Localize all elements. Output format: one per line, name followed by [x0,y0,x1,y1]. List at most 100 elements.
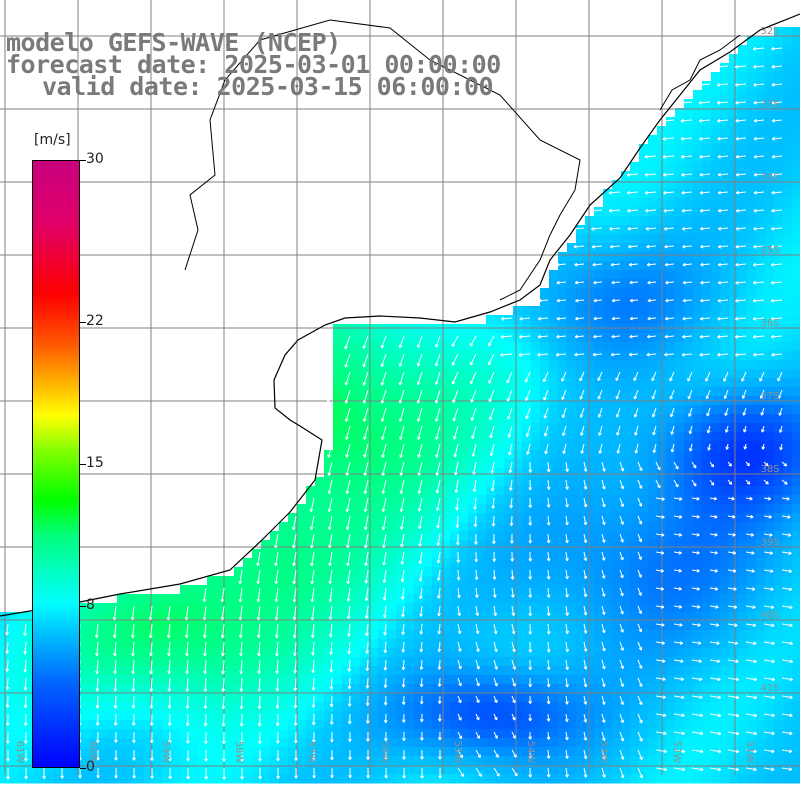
wind-speed-cell [639,594,649,604]
wind-speed-cell [369,684,379,694]
wind-arrow [508,443,513,456]
wind-speed-cell [522,486,532,496]
wind-arrow [760,407,765,416]
wind-speed-cell [414,495,424,505]
wind-speed-cell [378,639,388,649]
wind-arrow [592,262,603,267]
wind-speed-cell [666,342,676,352]
wind-arrow [310,551,315,567]
wind-speed-cell [414,684,424,694]
wind-arrow [608,190,621,195]
wind-speed-cell [279,531,289,541]
wind-speed-cell [702,594,712,604]
wind-speed-cell [747,603,757,613]
wind-speed-cell [639,234,649,244]
wind-speed-cell [324,540,334,550]
wind-speed-cell [612,675,622,685]
wind-speed-cell [342,702,352,712]
wind-speed-cell [675,324,685,334]
wind-speed-cell [594,774,604,784]
wind-speed-cell [594,666,604,676]
wind-speed-cell [630,252,640,262]
wind-speed-cell [252,612,262,622]
wind-speed-cell [675,360,685,370]
wind-arrow [753,118,765,123]
wind-arrow [488,353,495,366]
wind-speed-cell [576,279,586,289]
wind-speed-cell [459,477,469,487]
wind-speed-cell [675,405,685,415]
wind-arrow [5,713,10,726]
wind-speed-cell [513,360,523,370]
wind-speed-cell [486,747,496,757]
wind-arrow [451,335,459,347]
wind-speed-cell [513,711,523,721]
wind-arrow [436,533,441,546]
wind-speed-cell [27,729,37,739]
wind-speed-cell [243,630,253,640]
wind-speed-cell [693,135,703,145]
wind-speed-cell [630,459,640,469]
wind-speed-cell [270,720,280,730]
wind-speed-cell [216,585,226,595]
wind-speed-cell [396,612,406,622]
wind-speed-cell [18,711,28,721]
wind-speed-cell [729,486,739,496]
wind-speed-cell [468,702,478,712]
wind-speed-cell [351,603,361,613]
wind-speed-cell [603,540,613,550]
wind-arrow [634,443,639,454]
wind-speed-cell [621,387,631,397]
wind-speed-cell [135,693,145,703]
wind-speed-cell [603,756,613,766]
wind-speed-cell [774,594,784,604]
wind-speed-cell [666,612,676,622]
wind-speed-cell [369,540,379,550]
wind-speed-cell [666,495,676,505]
wind-speed-cell [252,648,262,658]
wind-arrow [221,659,225,675]
wind-speed-cell [792,54,800,64]
wind-speed-cell [207,774,217,784]
wind-speed-cell [351,324,361,334]
wind-speed-cell [459,459,469,469]
wind-speed-cell [279,729,289,739]
wind-speed-cell [666,522,676,532]
wind-speed-cell [765,630,775,640]
wind-speed-cell [567,711,577,721]
wind-speed-cell [558,576,568,586]
wind-speed-cell [621,747,631,757]
wind-speed-cell [342,387,352,397]
wind-speed-cell [648,414,658,424]
wind-speed-cell [279,612,289,622]
wind-speed-cell [738,558,748,568]
wind-speed-cell [522,423,532,433]
wind-speed-cell [594,639,604,649]
wind-speed-cell [711,171,721,181]
wind-speed-cell [81,648,91,658]
wind-speed-cell [522,405,532,415]
wind-speed-cell [252,774,262,784]
wind-speed-cell [351,693,361,703]
wind-speed-cell [477,351,487,361]
wind-arrow [619,605,624,615]
wind-speed-cell [18,738,28,748]
wind-speed-cell [459,351,469,361]
wind-speed-cell [783,279,793,289]
wind-speed-cell [594,522,604,532]
wind-speed-cell [198,738,208,748]
wind-speed-cell [162,693,172,703]
wind-speed-cell [459,558,469,568]
wind-speed-cell [414,666,424,676]
wind-speed-cell [756,63,766,73]
wind-speed-cell [99,765,109,775]
wind-speed-cell [135,630,145,640]
wind-speed-cell [477,549,487,559]
wind-speed-cell [369,765,379,775]
wind-arrow [735,208,747,213]
wind-speed-cell [522,513,532,523]
wind-speed-cell [288,621,298,631]
wind-speed-cell [477,621,487,631]
wind-speed-cell [117,747,127,757]
wind-speed-cell [513,594,523,604]
